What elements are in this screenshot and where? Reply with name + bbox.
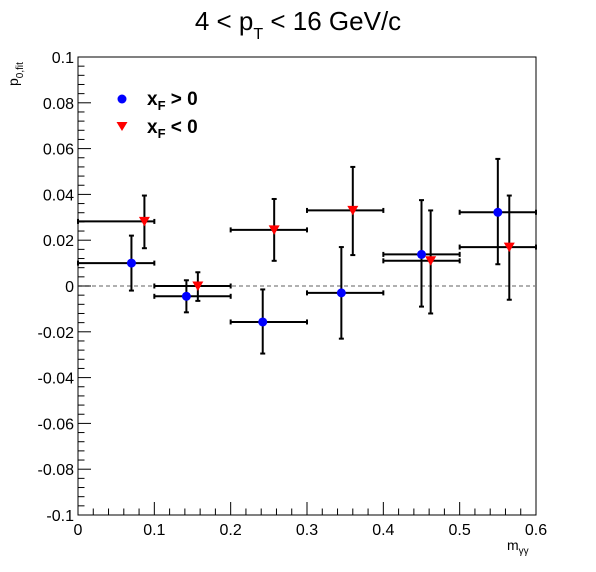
x-tick-label: 0.1 — [143, 522, 165, 539]
y-tick-label: -0.02 — [38, 325, 75, 342]
x-tick-label: 0.2 — [220, 522, 242, 539]
x-axis-label-subscript: γγ — [519, 546, 529, 557]
y-tick-label: -0.1 — [46, 508, 74, 525]
y-axis-label: p0,fit — [5, 62, 26, 86]
legend-entry-0-subscript: F — [158, 98, 166, 113]
data-point-triangle — [192, 281, 204, 291]
x-axis-tick-labels: 0 0.1 0.2 0.3 0.4 0.5 0.6 — [74, 522, 548, 539]
data-point-triangle — [268, 225, 280, 235]
legend-entry-1-suffix: < 0 — [166, 117, 198, 138]
y-tick-label: 0.02 — [43, 233, 74, 250]
data-point-circle — [126, 258, 136, 268]
data-point-circle — [417, 249, 426, 259]
y-tick-label: -0.06 — [38, 416, 75, 433]
series-0 — [77, 157, 537, 355]
legend-entry-0: xF > 0 — [147, 89, 198, 113]
error-bar — [229, 288, 308, 355]
legend-entry-1: xF < 0 — [147, 117, 198, 141]
y-axis-label-subscript: 0,fit — [15, 62, 26, 78]
data-point-triangle — [425, 256, 437, 266]
legend-marker-circle — [117, 94, 127, 104]
series-1 — [77, 165, 537, 315]
legend-entry-1-subscript: F — [158, 126, 166, 141]
y-tick-label: -0.08 — [38, 462, 75, 479]
data-point-triangle — [503, 242, 515, 253]
legend-entry-0-base: x — [147, 89, 158, 110]
legend-entry-0-suffix: > 0 — [166, 89, 198, 110]
x-tick-label: 0.4 — [372, 522, 394, 539]
data-point-circle — [258, 317, 268, 327]
legend-entry-1-base: x — [147, 117, 158, 138]
chart-title-prefix: 4 < p — [195, 6, 254, 36]
x-axis-label: mγγ — [507, 537, 529, 557]
y-tick-label: 0.08 — [43, 96, 74, 113]
y-tick-label: 0.06 — [43, 142, 74, 159]
error-bar — [229, 197, 308, 262]
error-bar — [306, 165, 385, 257]
error-bar — [77, 234, 156, 292]
y-tick-label: 0.1 — [52, 50, 74, 67]
data-point-triangle — [138, 216, 150, 227]
x-axis-ticks — [77, 502, 537, 515]
data-point-circle — [493, 207, 503, 217]
x-tick-label: 0.3 — [296, 522, 318, 539]
y-axis-tick-labels: -0.1 -0.08 -0.06 -0.04 -0.02 0 0.02 0.04 0.06 0.0… — [38, 50, 75, 525]
x-axis-label-base: m — [507, 537, 519, 553]
y-tick-label: 0 — [65, 279, 74, 296]
chart-title-suffix: < 16 GeV/c — [263, 6, 401, 36]
y-tick-label: -0.04 — [38, 371, 75, 388]
legend: xF > 0 xF < 0 — [116, 89, 198, 141]
y-tick-label: 0.04 — [43, 187, 74, 204]
legend-marker-triangle — [116, 122, 128, 131]
chart-title-subscript: T — [253, 26, 263, 43]
data-point-triangle — [347, 205, 359, 216]
x-tick-label: 0.6 — [525, 522, 547, 539]
chart-title: 4 < pT < 16 GeV/c — [195, 6, 401, 43]
series-layer — [77, 157, 537, 355]
y-axis-label-base: p — [5, 78, 21, 86]
x-tick-label: 0 — [74, 522, 83, 539]
data-point-circle — [336, 288, 346, 298]
data-point-circle — [181, 291, 191, 301]
y-axis-ticks — [78, 56, 91, 516]
x-tick-label: 0.5 — [449, 522, 471, 539]
